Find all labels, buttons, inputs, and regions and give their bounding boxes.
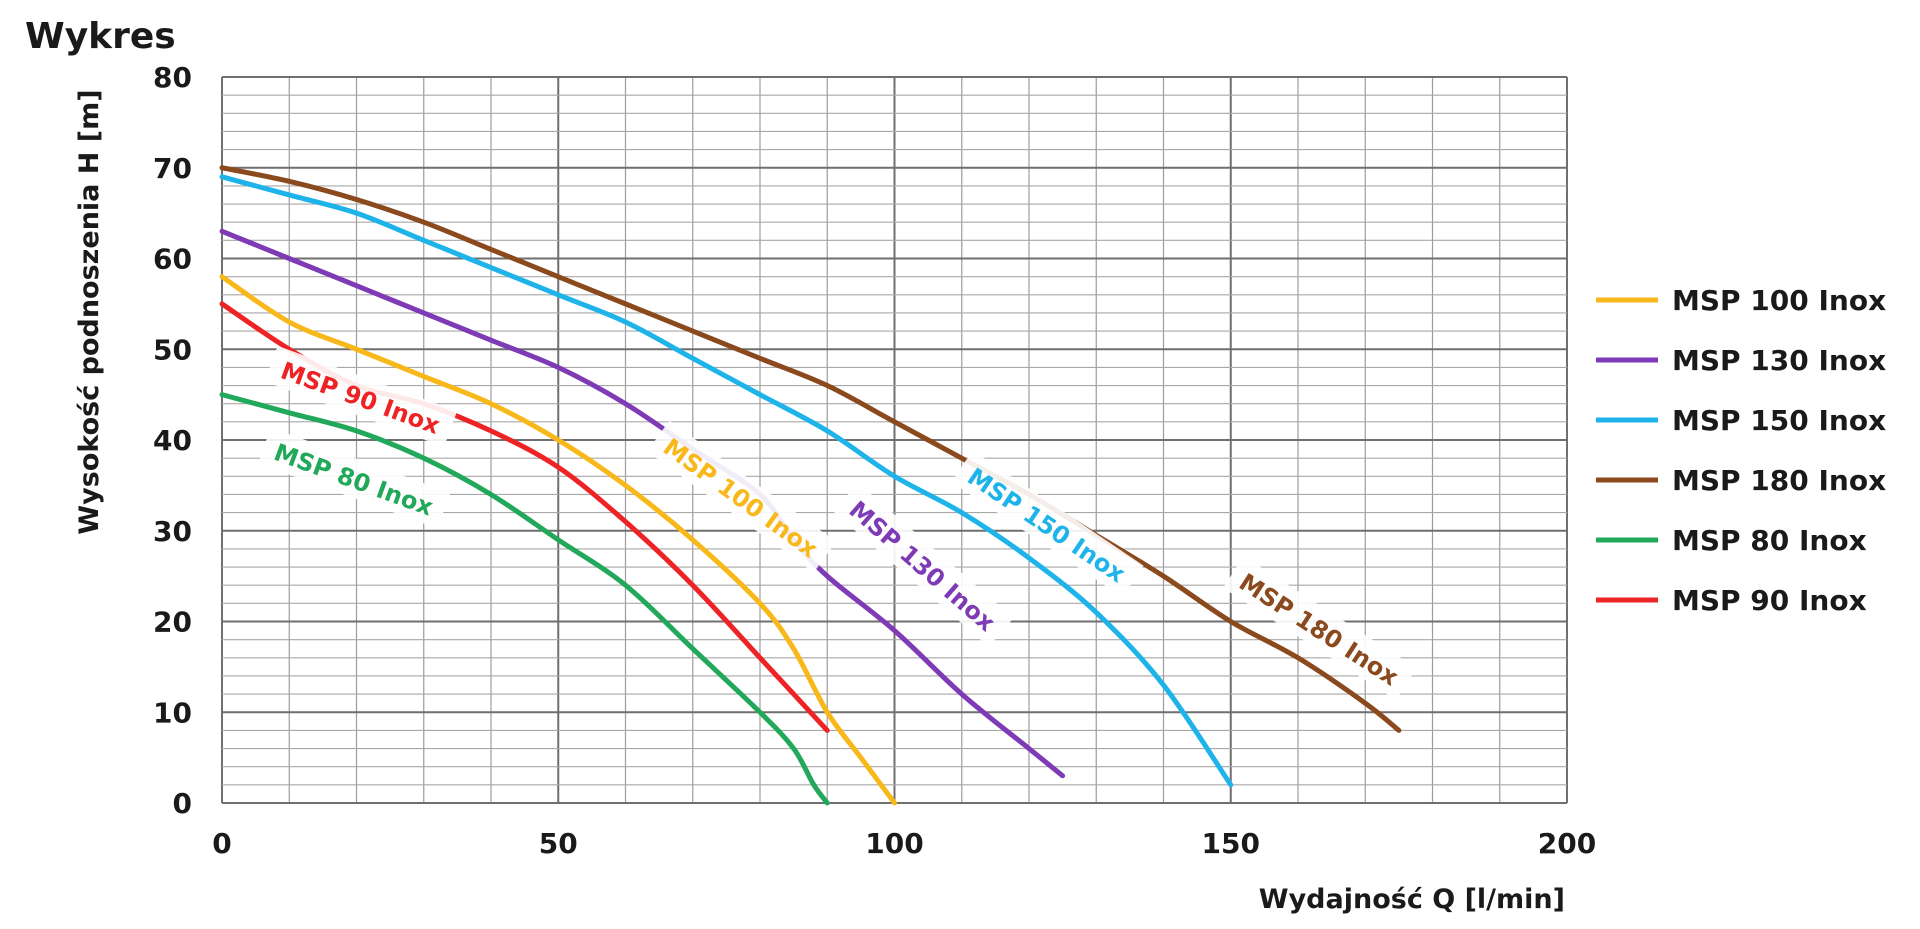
inline-label-text: MSP 130 Inox xyxy=(844,496,1001,638)
legend-item: MSP 80 Inox xyxy=(1596,524,1867,557)
inline-label-bg xyxy=(264,345,458,447)
legend-item: MSP 90 Inox xyxy=(1596,584,1867,617)
legend-label: MSP 100 Inox xyxy=(1672,284,1886,317)
x-tick-label: 0 xyxy=(212,827,231,860)
y-tick-label: 50 xyxy=(153,333,192,366)
y-tick-label: 70 xyxy=(153,152,192,185)
y-tick-label: 20 xyxy=(153,606,192,639)
x-tick-labels: 0 50 100 150 200 xyxy=(212,827,1596,860)
legend: MSP 100 Inox MSP 130 Inox MSP 150 Inox MSP … xyxy=(1596,284,1886,617)
y-tick-label: 10 xyxy=(153,696,192,729)
legend-label: MSP 130 Inox xyxy=(1672,344,1886,377)
y-tick-labels: 0 10 20 30 40 50 60 70 80 xyxy=(153,61,192,820)
series-line-msp-180-inox xyxy=(219,165,1402,733)
y-tick-label: 30 xyxy=(153,515,192,548)
legend-label: MSP 80 Inox xyxy=(1672,524,1867,557)
inline-label-bg xyxy=(257,427,451,529)
series-lines xyxy=(219,165,1402,806)
inline-label-msp-100-inox: MSP 100 Inox xyxy=(647,420,837,573)
series-line-msp-80-inox xyxy=(219,392,830,806)
grid xyxy=(221,76,1568,804)
inline-label-bg xyxy=(951,450,1144,598)
legend-item: MSP 150 Inox xyxy=(1596,404,1886,437)
x-axis-label: Wydajność Q [l/min] xyxy=(1259,884,1565,915)
y-tick-label: 0 xyxy=(173,787,192,820)
inline-label-bg xyxy=(833,482,1014,647)
legend-label: MSP 90 Inox xyxy=(1672,584,1867,617)
inline-label-bg xyxy=(647,420,837,573)
y-tick-label: 80 xyxy=(153,61,192,94)
chart-title: Wykres xyxy=(25,16,176,57)
x-tick-label: 150 xyxy=(1202,827,1260,860)
inline-label-bg xyxy=(1223,556,1417,701)
series-line-msp-150-inox xyxy=(219,174,1234,788)
y-axis-label: Wysokość podnoszenia H [m] xyxy=(74,89,105,534)
legend-label: MSP 180 Inox xyxy=(1672,464,1886,497)
x-tick-label: 100 xyxy=(865,827,923,860)
legend-item: MSP 130 Inox xyxy=(1596,344,1886,377)
inline-label-msp-180-inox: MSP 180 Inox xyxy=(1223,556,1417,701)
inline-label-msp-80-inox: MSP 80 Inox xyxy=(257,427,451,529)
legend-item: MSP 180 Inox xyxy=(1596,464,1886,497)
legend-item: MSP 100 Inox xyxy=(1596,284,1886,317)
legend-label: MSP 150 Inox xyxy=(1672,404,1886,437)
inline-label-text: MSP 100 Inox xyxy=(658,433,823,564)
x-tick-label: 200 xyxy=(1538,827,1596,860)
series-line-msp-100-inox xyxy=(219,274,897,806)
x-tick-label: 50 xyxy=(539,827,578,860)
y-tick-label: 40 xyxy=(153,424,192,457)
y-tick-label: 60 xyxy=(153,243,192,276)
